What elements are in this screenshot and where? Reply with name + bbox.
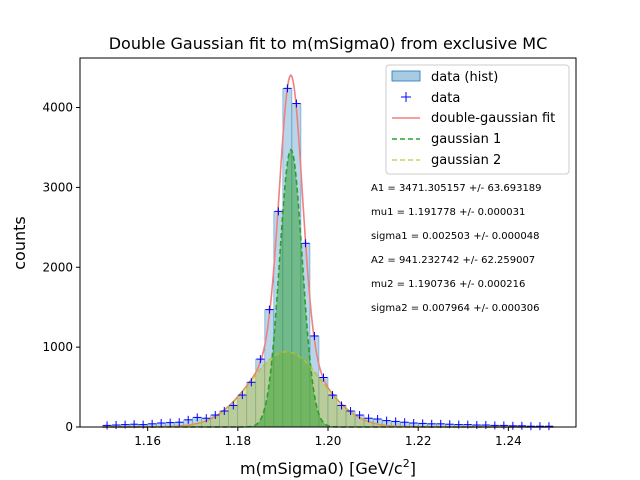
data-point: [544, 422, 553, 431]
param-sigma2: sigma2 = 0.007964 +/- 0.000306: [371, 303, 539, 314]
data-point: [490, 421, 499, 430]
data-point: [193, 413, 202, 422]
x-tick-label: 1.24: [495, 434, 522, 448]
data-point: [427, 419, 436, 428]
param-a2: A2 = 941.232742 +/- 62.259007: [371, 255, 535, 266]
legend-label-gauss2: gaussian 2: [431, 153, 501, 168]
fit-parameters: A1 = 3471.305157 +/- 63.693189 mu1 = 1.1…: [371, 183, 542, 314]
param-mu2: mu2 = 1.190736 +/- 0.000216: [371, 279, 525, 290]
data-point: [517, 421, 526, 430]
legend-hist-swatch: [391, 70, 421, 82]
data-point: [364, 414, 373, 423]
data-point: [481, 421, 490, 430]
legend-label-data: data: [431, 91, 460, 106]
data-point: [535, 422, 544, 431]
data-point: [526, 422, 535, 431]
chart-title: Double Gaussian fit to m(mSigma0) from e…: [109, 34, 548, 53]
data-point: [472, 421, 481, 430]
y-tick-label: 3000: [42, 180, 73, 194]
param-sigma1: sigma1 = 0.002503 +/- 0.000048: [371, 231, 539, 242]
data-point: [409, 419, 418, 428]
data-point: [220, 407, 229, 416]
data-point: [346, 407, 355, 416]
x-axis-label-superscript: 2: [403, 457, 410, 470]
x-tick-label: 1.20: [315, 434, 342, 448]
data-point: [499, 421, 508, 430]
legend-label-fit: double-gaussian fit: [431, 111, 555, 126]
legend-label-gauss1: gaussian 1: [431, 132, 501, 147]
data-point: [148, 419, 157, 428]
legend-data-marker: [401, 92, 411, 102]
data-point: [400, 418, 409, 427]
data-point: [175, 418, 184, 427]
data-point: [373, 415, 382, 424]
data-point: [355, 411, 364, 420]
y-axis: 0 1000 2000 3000 4000: [42, 101, 80, 434]
data-point: [301, 239, 310, 248]
data-point: [166, 418, 175, 427]
data-point: [247, 378, 256, 387]
data-point: [265, 305, 274, 314]
data-point: [256, 355, 265, 364]
y-tick-label: 4000: [42, 101, 73, 115]
param-a1: A1 = 3471.305157 +/- 63.693189: [371, 183, 542, 194]
data-point: [508, 421, 517, 430]
y-tick-label: 1000: [42, 340, 73, 354]
data-point: [238, 391, 247, 400]
legend: data (hist) data double-gaussian fit gau…: [385, 64, 570, 175]
data-point: [283, 84, 292, 93]
x-tick-label: 1.18: [224, 434, 251, 448]
data-markers: [103, 84, 553, 431]
x-tick-label: 1.22: [405, 434, 432, 448]
data-point: [337, 401, 346, 410]
data-point: [436, 419, 445, 428]
param-mu1: mu1 = 1.191778 +/- 0.000031: [371, 207, 525, 218]
legend-label-hist: data (hist): [431, 70, 498, 85]
data-point: [229, 401, 238, 410]
gaussian-2-fill: [102, 351, 554, 427]
data-point: [202, 414, 211, 423]
legend-box: [385, 64, 570, 175]
data-point: [112, 421, 121, 430]
data-point: [211, 411, 220, 420]
y-tick-label: 2000: [42, 260, 73, 274]
y-tick-label: 0: [65, 420, 73, 434]
data-point: [157, 419, 166, 428]
data-point: [382, 416, 391, 425]
y-axis-label: counts: [10, 216, 29, 269]
x-axis: 1.16 1.18 1.20 1.22 1.24: [134, 427, 522, 448]
data-point: [418, 419, 427, 428]
x-axis-label-end: ]: [410, 459, 416, 478]
data-point: [391, 417, 400, 426]
x-axis-label: m(mSigma0) [GeV/c2]: [240, 457, 416, 478]
gaussian-2-area: [102, 351, 554, 427]
x-axis-label-main: m(mSigma0) [GeV/c: [240, 459, 403, 478]
x-tick-label: 1.16: [134, 434, 161, 448]
data-point: [319, 373, 328, 382]
data-point: [184, 415, 193, 424]
data-point: [103, 421, 112, 430]
data-point: [274, 207, 283, 216]
data-point: [292, 99, 301, 108]
data-point: [310, 331, 319, 340]
data-point: [328, 391, 337, 400]
